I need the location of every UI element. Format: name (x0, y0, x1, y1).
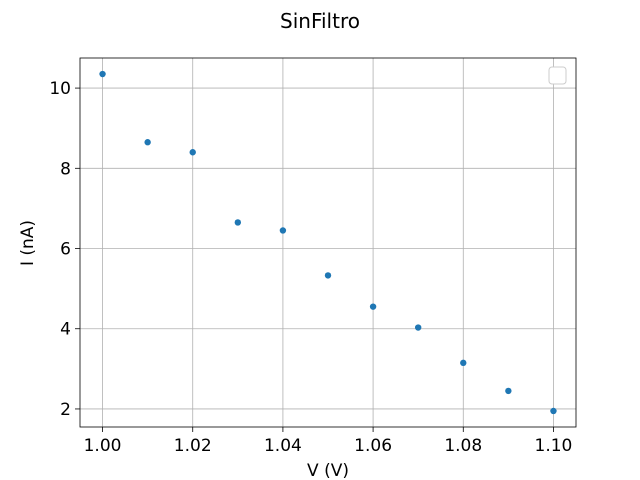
data-point (550, 407, 557, 415)
data-point (369, 303, 377, 310)
data-point (414, 324, 422, 331)
x-tick-label: 1.10 (535, 436, 573, 456)
y-tick-label: 8 (60, 159, 71, 179)
data-points (99, 70, 557, 415)
x-tick-label: 1.04 (264, 436, 302, 456)
x-axis-label: V (V) (307, 461, 349, 480)
y-axis-label: I (nA) (18, 220, 38, 266)
plot-frame (79, 57, 577, 428)
data-point (99, 70, 106, 78)
y-tick-label: 6 (60, 240, 71, 260)
grid-lines (80, 58, 576, 427)
y-tick-label: 4 (60, 320, 71, 340)
data-point (144, 139, 151, 146)
data-point (460, 359, 467, 367)
data-point (189, 149, 196, 156)
legend-box (548, 66, 567, 85)
data-point (234, 219, 242, 226)
data-point (505, 387, 512, 395)
x-tick-label: 1.02 (174, 436, 212, 456)
y-tick-label: 2 (60, 400, 71, 420)
y-tick-label: 10 (49, 79, 71, 99)
x-tick-label: 1.08 (444, 436, 482, 456)
x-tick-label: 1.00 (84, 436, 122, 456)
data-point (279, 227, 287, 234)
data-point (324, 272, 332, 279)
x-tick-label: 1.06 (354, 436, 392, 456)
y-axis-ticks: 2 4 6 8 10 (49, 79, 80, 420)
x-axis-ticks: 1.00 1.02 1.04 1.06 1.08 1.10 (84, 427, 573, 456)
chart-title: SinFiltro (280, 9, 360, 33)
